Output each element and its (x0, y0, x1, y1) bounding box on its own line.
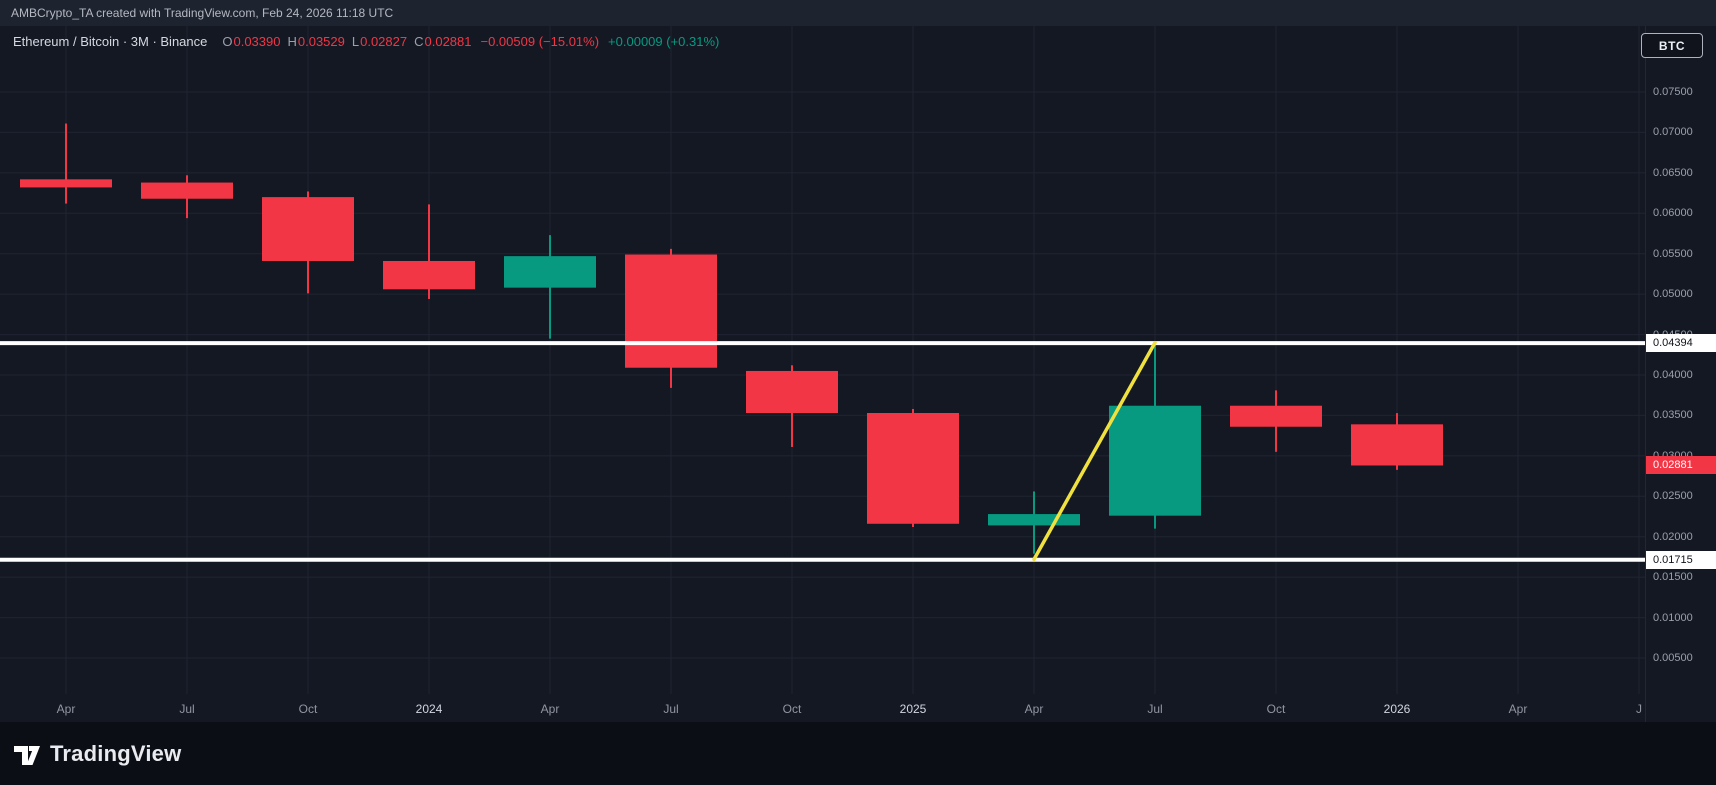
chart-area: Apr Jul Oct 2024 Apr Jul Oct 2025 Apr Jul Oct 2026 A… (0, 26, 1716, 722)
price-axis-label: 0.05000 (1653, 288, 1693, 301)
price-axis-label: 0.02500 (1653, 490, 1693, 503)
candle-body[interactable] (262, 197, 354, 261)
price-axis[interactable]: 0.07500 0.07000 0.06500 0.06000 0.05500 0.050… (1645, 26, 1716, 722)
price-axis-label: 0.00500 (1653, 651, 1693, 664)
open-value: 0.03390 (233, 34, 281, 49)
price-axis-label: 0.05500 (1653, 247, 1693, 260)
price-axis-label: 0.06000 (1653, 207, 1693, 220)
attribution-text: AMBCrypto_TA created with TradingView.co… (11, 6, 394, 20)
low-value: 0.02827 (360, 34, 408, 49)
candle-body[interactable] (20, 179, 112, 188)
price-axis-label: 0.04000 (1653, 368, 1693, 381)
candle-body[interactable] (1351, 424, 1443, 466)
high-label: H (287, 34, 297, 49)
attribution-bar: AMBCrypto_TA created with TradingView.co… (0, 0, 1716, 26)
price-axis-label: 0.07500 (1653, 86, 1693, 98)
footer-bar: TradingView (0, 722, 1716, 785)
tradingview-logo-icon (14, 745, 40, 765)
low-label: L (351, 34, 360, 49)
tradingview-logo[interactable]: TradingView (13, 741, 181, 767)
price-axis-label: 0.02000 (1653, 530, 1693, 543)
price-axis-label: 0.01000 (1653, 611, 1693, 624)
candle-body[interactable] (625, 254, 717, 368)
candle-body[interactable] (988, 514, 1080, 526)
candle-body[interactable] (383, 260, 475, 290)
candle-body[interactable] (1230, 405, 1322, 427)
open-label: O (222, 34, 233, 49)
price-level-tag: 0.01715 (1646, 550, 1716, 569)
candle-body[interactable] (141, 182, 233, 199)
candle-body[interactable] (746, 370, 838, 414)
price-axis-label: 0.06500 (1653, 166, 1693, 179)
price-level-tag: 0.04394 (1646, 334, 1716, 353)
candle-body[interactable] (1109, 405, 1201, 516)
price-axis-label: 0.01500 (1653, 571, 1693, 584)
price-axis-label: 0.07000 (1653, 126, 1693, 139)
currency-toggle-button[interactable]: BTC (1641, 33, 1703, 58)
last-price-tag: 0.02881 (1646, 456, 1716, 475)
high-value: 0.03529 (297, 34, 345, 49)
candlestick-chart[interactable] (0, 26, 1716, 722)
candle-body[interactable] (867, 413, 959, 524)
tradingview-wordmark: TradingView (50, 740, 182, 766)
trend-line[interactable] (1032, 340, 1157, 562)
symbol-info-bar: Ethereum / Bitcoin · 3M · Binance O 0.03… (13, 34, 719, 49)
change-secondary: +0.00009 (+0.31%) (608, 34, 720, 49)
candle-body[interactable] (504, 256, 596, 288)
close-value: 0.02881 (424, 34, 472, 49)
symbol-title[interactable]: Ethereum / Bitcoin · 3M · Binance (13, 34, 208, 49)
close-label: C (414, 34, 424, 49)
price-axis-label: 0.03500 (1653, 409, 1693, 422)
change-absolute: −0.00509 (−15.01%) (480, 34, 600, 49)
